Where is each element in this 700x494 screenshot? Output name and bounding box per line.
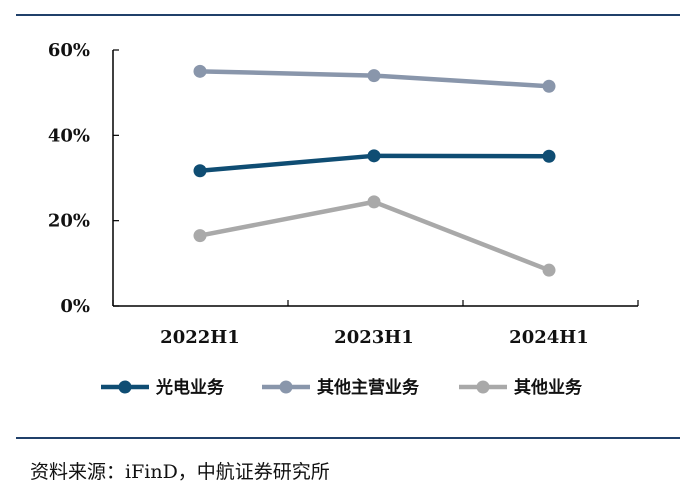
data-point (193, 164, 207, 178)
legend-item: 其他主营业务 (262, 377, 420, 398)
series-2 (193, 64, 556, 93)
legend-label: 其他主营业务 (317, 377, 420, 398)
source-note: 资料来源：iFinD，中航证券研究所 (30, 461, 330, 483)
legend-item: 光电业务 (101, 377, 225, 398)
legend-item: 其他业务 (459, 377, 583, 398)
data-point (367, 195, 381, 209)
y-tick-label: 0% (60, 296, 90, 317)
data-point (367, 69, 381, 83)
series-1 (193, 149, 556, 178)
data-point (367, 149, 381, 163)
y-tick-label: 40% (48, 125, 90, 146)
data-point (193, 229, 207, 243)
legend-label: 光电业务 (155, 377, 225, 398)
data-point (542, 149, 556, 163)
legend-label: 其他业务 (514, 377, 583, 398)
x-tick-label: 2022H1 (160, 327, 240, 348)
legend-swatch-marker (279, 380, 293, 394)
data-point (542, 263, 556, 277)
y-tick-label: 20% (48, 211, 90, 232)
axes: 0% 20% 40% 60% 2022H1 2023H1 2024H1 (48, 40, 639, 348)
legend-swatch-marker (476, 380, 490, 394)
x-tick-label: 2023H1 (334, 327, 414, 348)
series-3 (193, 195, 556, 277)
y-tick-label: 60% (48, 40, 90, 61)
legend: 光电业务 其他主营业务 其他业务 (101, 377, 583, 398)
data-point (542, 79, 556, 93)
series-line (199, 199, 550, 273)
data-point (193, 64, 207, 78)
x-tick-label: 2024H1 (509, 327, 589, 348)
series-layer (193, 64, 556, 277)
legend-swatch-marker (118, 380, 132, 394)
